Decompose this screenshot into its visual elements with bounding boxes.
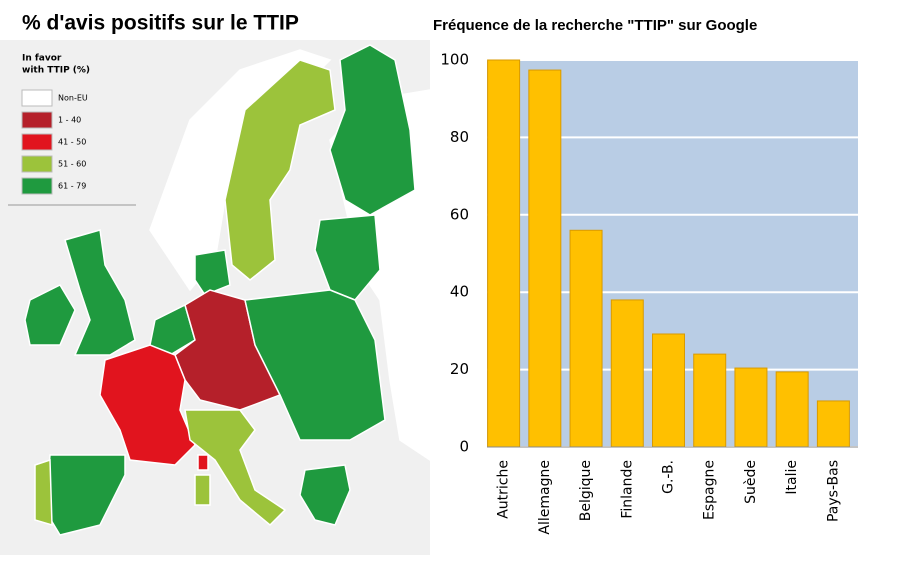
y-tick-label: 60: [450, 205, 469, 223]
legend-label: 41 - 50: [58, 138, 86, 147]
bar: [652, 333, 685, 448]
legend-label: Non-EU: [58, 94, 88, 103]
sweden: [224, 59, 336, 281]
x-tick-label: Allemagne: [537, 460, 553, 535]
bar: [693, 353, 727, 448]
legend-swatch: [21, 155, 53, 173]
y-tick-label: 20: [450, 360, 469, 378]
legend-swatch: [21, 133, 53, 151]
legend-title: with TTIP (%): [22, 66, 90, 76]
finland: [329, 44, 416, 216]
y-tick-label: 100: [440, 51, 469, 69]
benelux: [149, 303, 196, 356]
legend-label: 61 - 79: [58, 182, 86, 191]
y-tick-label: 80: [450, 128, 469, 146]
greece: [299, 464, 351, 526]
bar-chart: Fréquence de la recherche "TTIP" sur Goo…: [433, 17, 858, 535]
portugal: [34, 458, 53, 527]
x-tick-label: Autriche: [496, 460, 512, 519]
x-tick-label: Pays-Bas: [825, 460, 841, 522]
bar: [528, 69, 562, 448]
legend-swatch: [21, 177, 53, 195]
uk: [64, 229, 136, 356]
map: In favor with TTIP (%) Non-EU 1 - 40 41 - 50…: [0, 12, 431, 555]
poland-east: [244, 289, 386, 441]
sardinia: [194, 474, 211, 506]
germany-austria: [174, 289, 282, 411]
corsica: [197, 454, 209, 471]
chart-title: Fréquence de la recherche "TTIP" sur Goo…: [433, 17, 757, 34]
bar: [734, 367, 768, 448]
bar: [610, 299, 644, 448]
bar: [569, 229, 603, 448]
x-tick-label: Suède: [743, 460, 759, 504]
legend-title: In favor: [22, 54, 62, 64]
x-tick-label: Finlande: [619, 460, 635, 519]
y-tick-label: 0: [459, 438, 469, 456]
ireland: [24, 284, 76, 346]
france: [99, 344, 196, 466]
legend-swatch: [21, 111, 53, 129]
x-tick-label: Espagne: [702, 460, 718, 520]
denmark: [194, 249, 231, 296]
bar: [816, 400, 850, 448]
legend-label: 1 - 40: [58, 116, 81, 125]
x-tick-label: Belgique: [578, 460, 594, 521]
x-tick-label: Italie: [784, 460, 800, 495]
bar: [487, 59, 521, 448]
map-title: % d'avis positifs sur le TTIP: [22, 12, 299, 35]
italy: [184, 409, 287, 527]
legend: In favor with TTIP (%) Non-EU 1 - 40 41 - 50…: [21, 54, 90, 195]
x-tick-label: G.-B.: [661, 460, 677, 494]
legend-label: 51 - 60: [58, 160, 86, 169]
y-tick-label: 40: [450, 283, 469, 301]
legend-swatch: [21, 89, 53, 107]
bar: [775, 371, 809, 448]
